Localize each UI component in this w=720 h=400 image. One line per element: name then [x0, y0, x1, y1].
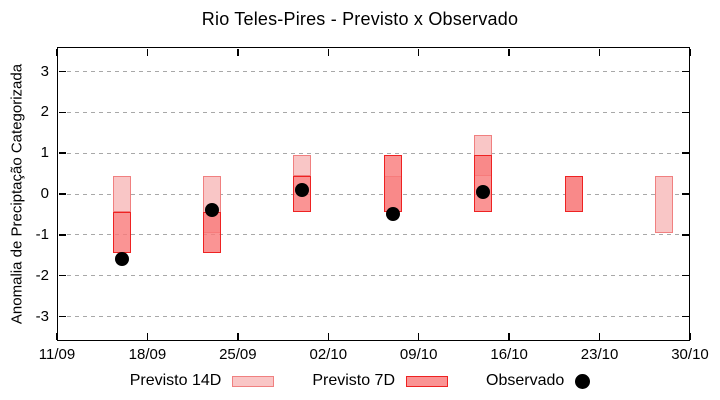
x-tick-label: 02/10 [309, 346, 348, 363]
y-axis-tick [58, 274, 66, 277]
forecast-14d-bar [112, 175, 131, 213]
y-axis-tick [58, 70, 66, 73]
x-axis-tick [598, 332, 601, 340]
x-tick-label: 18/09 [128, 346, 167, 363]
y-axis-tick [58, 111, 66, 114]
grid-line [59, 316, 688, 317]
x-axis-tick [598, 48, 601, 56]
chart-title: Rio Teles-Pires - Previsto x Observado [201, 9, 519, 29]
x-axis-tick [689, 48, 691, 56]
y-tick-label: -3 [35, 307, 49, 325]
forecast-14d-bar [655, 175, 674, 233]
y-tick-label: 0 [40, 185, 49, 202]
y-tick-label: -1 [35, 225, 49, 243]
x-axis-tick [508, 48, 510, 56]
y-tick-label: 2 [40, 103, 49, 121]
grid-line [59, 193, 688, 195]
legend-label-previsto-7d: Previsto 7D [312, 372, 396, 389]
y-axis-tick [681, 152, 689, 154]
x-axis-tick [508, 332, 510, 340]
x-axis-tick [237, 332, 239, 340]
grid-line [59, 234, 688, 236]
observed-dot [205, 203, 220, 218]
x-axis-tick [417, 48, 420, 56]
grid-line [59, 152, 688, 154]
x-axis-tick [417, 332, 420, 340]
forecast-14d-bar [293, 155, 312, 176]
y-axis-tick [681, 193, 689, 195]
legend-swatch-7d [406, 375, 449, 387]
grid-line [59, 71, 688, 72]
y-axis-tick [681, 315, 689, 318]
x-tick-label: 23/10 [580, 346, 619, 363]
x-tick-label: 09/10 [399, 346, 438, 363]
x-axis-tick [327, 48, 330, 56]
x-axis-tick [146, 332, 149, 340]
y-axis-tick [681, 70, 689, 73]
x-axis-tick [689, 332, 691, 340]
grid-line [59, 111, 688, 113]
x-axis-tick [56, 332, 58, 340]
x-tick-label: 25/09 [219, 346, 257, 363]
observed-dot [385, 207, 400, 222]
plot-border [57, 47, 690, 341]
x-axis-tick [237, 48, 239, 56]
y-tick-label: -2 [35, 266, 49, 284]
observed-dot [295, 182, 310, 197]
y-axis-tick [681, 234, 689, 236]
y-tick-label: 3 [40, 62, 49, 80]
legend-item-previsto-7d: Previsto 7D [312, 372, 449, 390]
y-axis-tick [58, 234, 66, 236]
x-axis-tick [327, 332, 330, 340]
legend-item-observado: Observado [486, 372, 591, 390]
y-axis-tick [681, 274, 689, 277]
legend-swatch-14d [232, 375, 275, 387]
y-axis-tick [58, 152, 66, 154]
x-tick-label: 30/10 [671, 346, 709, 363]
forecast-7d-bar [564, 175, 583, 213]
x-axis-tick [146, 48, 149, 56]
legend: Previsto 14D Previsto 7D Observado [0, 369, 720, 393]
legend-label-previsto-14d: Previsto 14D [129, 372, 222, 389]
y-axis-tick [58, 315, 66, 318]
legend-item-previsto-14d: Previsto 14D [130, 372, 275, 390]
y-tick-label: 1 [40, 144, 49, 162]
x-tick-label: 11/09 [38, 346, 76, 363]
observed-dot [114, 252, 129, 267]
y-axis-tick [681, 111, 689, 114]
observed-dot [476, 184, 491, 199]
x-axis-tick [56, 48, 58, 56]
grid-line [59, 275, 688, 277]
legend-dot-observado-icon [575, 373, 591, 389]
x-tick-label: 16/10 [490, 346, 528, 363]
y-axis-tick [58, 193, 66, 195]
legend-label-observado: Observado [486, 372, 565, 389]
